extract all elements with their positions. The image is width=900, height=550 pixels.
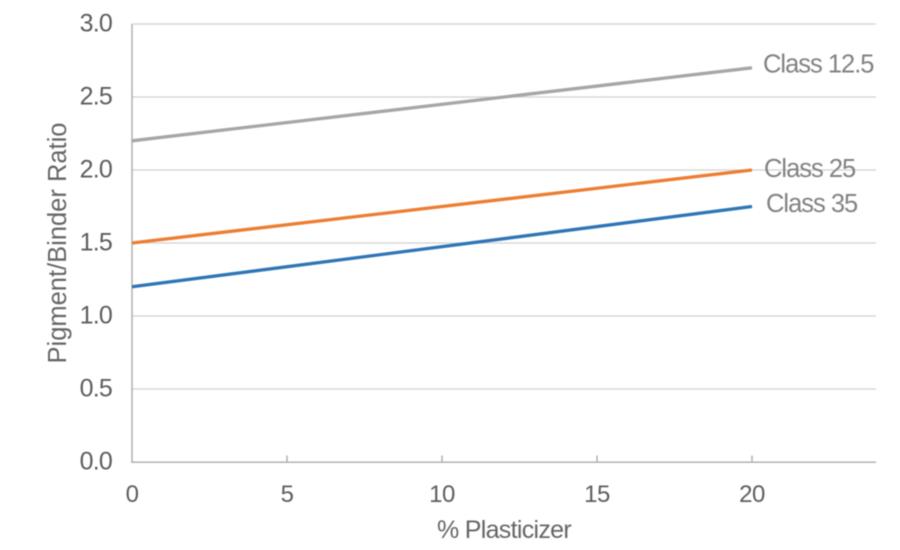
- svg-text:Class 35: Class 35: [766, 190, 858, 218]
- svg-text:5: 5: [281, 481, 294, 508]
- svg-text:2.5: 2.5: [80, 83, 112, 111]
- svg-text:1.0: 1.0: [80, 302, 112, 330]
- svg-text:0.5: 0.5: [80, 375, 112, 403]
- svg-text:1.5: 1.5: [80, 229, 112, 257]
- svg-text:2.0: 2.0: [80, 156, 112, 184]
- svg-text:0: 0: [126, 481, 139, 508]
- svg-text:3.0: 3.0: [80, 10, 112, 38]
- svg-text:Pigment/Binder Ratio: Pigment/Binder Ratio: [44, 123, 72, 364]
- svg-text:0.0: 0.0: [80, 448, 112, 476]
- svg-text:20: 20: [739, 481, 765, 508]
- svg-text:Class 12.5: Class 12.5: [763, 51, 874, 79]
- svg-text:% Plasticizer: % Plasticizer: [437, 516, 571, 544]
- svg-text:15: 15: [584, 481, 610, 508]
- svg-text:10: 10: [429, 481, 455, 508]
- svg-text:Class 25: Class 25: [764, 155, 856, 183]
